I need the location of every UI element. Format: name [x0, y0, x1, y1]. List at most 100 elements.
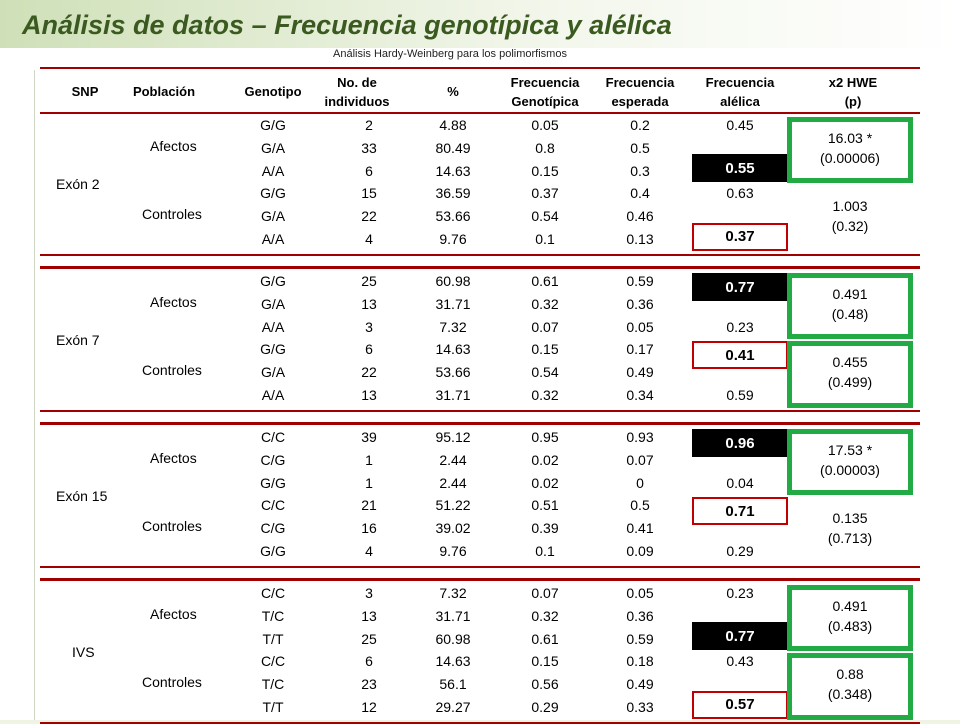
col-header-hwe-2: (p) — [844, 94, 862, 109]
hwe-p-value: (0.348) — [827, 686, 873, 703]
expected-freq-cell: 0.34 — [626, 387, 654, 403]
hwe-p-value: (0.00003) — [820, 462, 880, 478]
expected-freq-cell: 0.49 — [626, 364, 654, 381]
allelic-freq-highlight-red: 0.71 — [692, 497, 788, 526]
count-cell: 6 — [365, 341, 373, 358]
allelic-freq-highlight-red: 0.37 — [692, 222, 788, 251]
hwe-highlight-box — [787, 429, 913, 496]
genotype-cell: C/G — [260, 451, 286, 468]
genotype-cell: C/C — [260, 497, 286, 514]
col-header-individuos-2: individuos — [324, 94, 390, 109]
expected-freq-cell: 0.05 — [626, 318, 654, 335]
expected-freq-cell: 0.49 — [626, 676, 654, 693]
left-divider — [34, 70, 35, 720]
expected-freq-cell: 0.5 — [630, 139, 650, 156]
block-top-rule — [40, 578, 920, 581]
count-cell: 12 — [361, 699, 377, 715]
genotypic-freq-cell: 0.56 — [531, 676, 559, 693]
genotypic-freq-cell: 0.32 — [531, 607, 559, 624]
count-cell: 23 — [361, 676, 377, 693]
allelic-freq-cell: 0.43 — [726, 653, 754, 670]
percent-cell: 31.71 — [435, 295, 471, 312]
header-top-rule — [40, 67, 920, 69]
genotype-cell: G/G — [260, 474, 286, 491]
percent-cell: 7.32 — [439, 318, 467, 335]
count-cell: 22 — [361, 364, 377, 381]
genotypic-freq-cell: 0.54 — [531, 208, 559, 225]
hwe-p-value: (0.499) — [827, 374, 873, 391]
percent-cell: 4.88 — [439, 117, 467, 133]
percent-cell: 2.44 — [439, 474, 467, 491]
count-cell: 1 — [365, 451, 373, 468]
genotypic-freq-cell: 0.05 — [531, 117, 559, 133]
hwe-value: 0.491 — [832, 598, 868, 614]
expected-freq-cell: 0.5 — [630, 497, 650, 514]
genotype-cell: A/A — [261, 162, 285, 179]
count-cell: 4 — [365, 231, 373, 247]
expected-freq-cell: 0.13 — [626, 231, 654, 247]
population-label: Afectos — [150, 606, 197, 622]
genotype-cell: G/A — [260, 295, 286, 312]
population-label: Controles — [142, 362, 202, 379]
count-cell: 13 — [361, 607, 377, 624]
col-header-hwe-1: x2 HWE — [828, 75, 878, 90]
hwe-highlight-box — [787, 585, 913, 652]
hwe-highlight-box — [787, 117, 913, 184]
hwe-p-value: (0.48) — [831, 306, 869, 322]
hwe-highlight-box — [787, 273, 913, 340]
allelic-freq-cell: 0.29 — [726, 543, 754, 559]
col-header-genotipica-1: Frecuencia — [510, 75, 580, 90]
genotype-cell: G/G — [260, 273, 286, 289]
hwe-value: 1.003 — [832, 198, 868, 215]
count-cell: 22 — [361, 208, 377, 225]
expected-freq-cell: 0.36 — [626, 295, 654, 312]
population-label: Controles — [142, 206, 202, 223]
snp-label: Exón 7 — [56, 332, 100, 349]
expected-freq-cell: 0.09 — [626, 543, 654, 559]
genotypic-freq-cell: 0.37 — [531, 185, 559, 202]
expected-freq-cell: 0.36 — [626, 607, 654, 624]
hwe-highlight-box — [787, 341, 913, 408]
genotypic-freq-cell: 0.1 — [535, 543, 555, 559]
genotypic-freq-cell: 0.02 — [531, 451, 559, 468]
block-bottom-rule — [40, 565, 920, 568]
hwe-value: 0.88 — [836, 666, 864, 683]
expected-freq-cell: 0.07 — [626, 451, 654, 468]
col-header-percent: % — [447, 84, 459, 99]
col-header-esperada-1: Frecuencia — [605, 75, 675, 90]
genotype-cell: G/G — [260, 341, 286, 358]
snp-label: IVS — [72, 644, 95, 661]
genotypic-freq-cell: 0.39 — [531, 520, 559, 537]
expected-freq-cell: 0.05 — [626, 585, 654, 601]
expected-freq-cell: 0.4 — [630, 185, 650, 202]
percent-cell: 53.66 — [435, 208, 471, 225]
hwe-p-value: (0.483) — [827, 618, 873, 634]
genotypic-freq-cell: 0.61 — [531, 273, 559, 289]
expected-freq-cell: 0.18 — [626, 653, 654, 670]
col-header-alelica-2: alélica — [720, 94, 760, 109]
col-header-esperada-2: esperada — [611, 94, 669, 109]
percent-cell: 31.71 — [435, 607, 471, 624]
expected-freq-cell: 0.93 — [626, 429, 654, 445]
hwe-p-value: (0.713) — [827, 530, 873, 547]
genotypic-freq-cell: 0.61 — [531, 630, 559, 647]
population-label: Controles — [142, 518, 202, 535]
allelic-freq-highlight-dark: 0.77 — [692, 273, 788, 301]
genotype-cell: G/G — [260, 543, 286, 559]
expected-freq-cell: 0.46 — [626, 208, 654, 225]
expected-freq-cell: 0.41 — [626, 520, 654, 537]
percent-cell: 80.49 — [435, 139, 471, 156]
genotype-cell: C/C — [260, 653, 286, 670]
block-bottom-rule — [40, 253, 920, 256]
allelic-freq-cell: 0.23 — [726, 585, 754, 601]
count-cell: 6 — [365, 653, 373, 670]
hwe-p-value: (0.32) — [831, 218, 869, 235]
genotypic-freq-cell: 0.07 — [531, 585, 559, 601]
snp-label: Exón 2 — [56, 176, 100, 193]
allelic-freq-highlight-dark: 0.55 — [692, 154, 788, 183]
percent-cell: 53.66 — [435, 364, 471, 381]
genotype-cell: G/A — [260, 364, 286, 381]
count-cell: 3 — [365, 318, 373, 335]
allelic-freq-cell: 0.04 — [726, 474, 754, 491]
count-cell: 2 — [365, 117, 373, 133]
